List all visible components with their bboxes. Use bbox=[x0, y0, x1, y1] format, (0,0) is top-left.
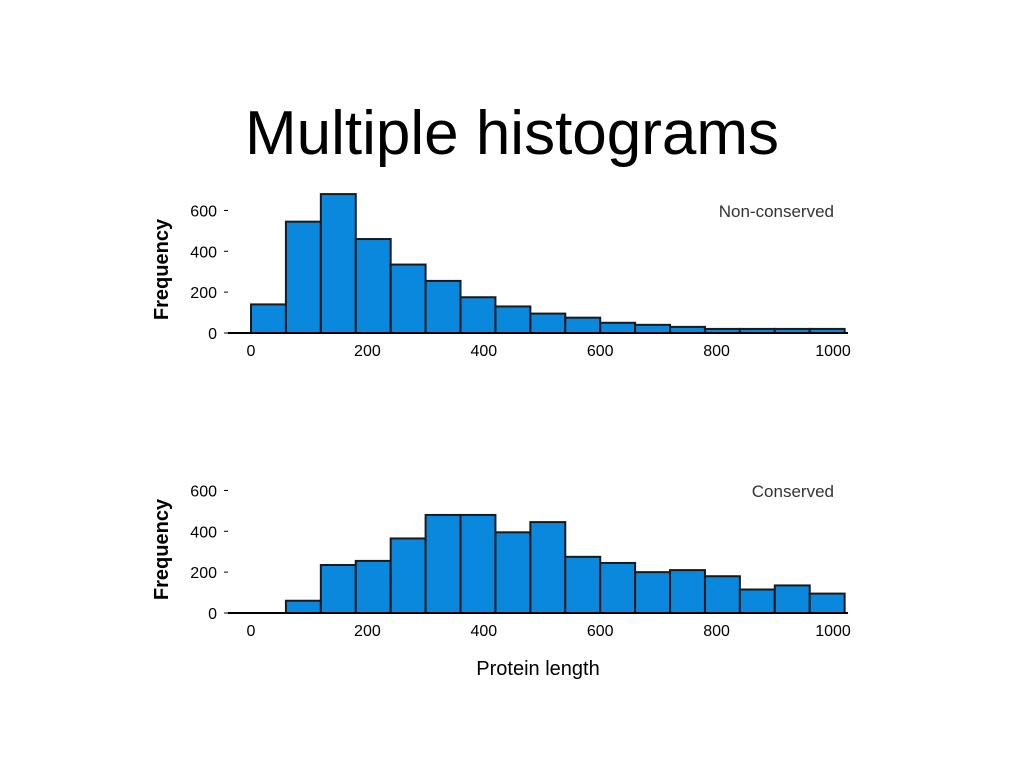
y-tick-label: 400 bbox=[190, 244, 217, 261]
histogram-bar bbox=[459, 296, 497, 334]
histogram-bar bbox=[564, 316, 602, 334]
histogram-bar bbox=[494, 531, 532, 614]
histogram-bar bbox=[599, 561, 637, 615]
histogram-bar bbox=[564, 555, 602, 614]
x-tick-label: 200 bbox=[354, 623, 381, 640]
y-axis-label: Frequency bbox=[151, 218, 173, 320]
histogram-bar bbox=[634, 571, 672, 615]
histogram-bar bbox=[738, 588, 776, 614]
x-tick-label: 800 bbox=[703, 623, 730, 640]
histogram-bar bbox=[808, 592, 846, 614]
histogram-bar bbox=[634, 323, 672, 335]
x-tick-label: 400 bbox=[470, 623, 497, 640]
histogram-bar bbox=[250, 303, 287, 334]
x-tick-label: 0 bbox=[247, 623, 256, 640]
histogram-bar bbox=[773, 584, 811, 615]
y-tick-label: 400 bbox=[190, 524, 217, 541]
panel-annotation: Conserved bbox=[752, 482, 834, 501]
panel-annotation: Non-conserved bbox=[719, 202, 834, 221]
y-axis-label: Frequency bbox=[151, 498, 173, 600]
histogram-bar bbox=[529, 312, 567, 335]
x-tick-label: 1000 bbox=[815, 623, 851, 640]
histogram-bar bbox=[354, 238, 392, 334]
histogram-bar bbox=[494, 305, 532, 335]
x-tick-label: 200 bbox=[354, 343, 381, 360]
histogram-bar bbox=[669, 569, 706, 614]
x-tick-label: 400 bbox=[470, 343, 497, 360]
histogram-bar bbox=[459, 513, 497, 615]
x-axis-label: Protein length bbox=[476, 658, 599, 680]
x-tick-label: 600 bbox=[587, 343, 614, 360]
histogram-bar bbox=[389, 537, 427, 615]
histogram-bar bbox=[529, 521, 567, 614]
histogram-bar bbox=[424, 513, 462, 615]
y-tick-label: 200 bbox=[190, 565, 217, 582]
histogram-bar bbox=[599, 321, 637, 334]
x-tick-label: 800 bbox=[703, 343, 730, 360]
x-tick-label: 0 bbox=[247, 343, 256, 360]
histogram-bar bbox=[319, 563, 357, 614]
histogram-bar bbox=[424, 279, 462, 334]
histogram-bar bbox=[703, 575, 741, 615]
histogram-bar bbox=[319, 193, 357, 334]
y-tick-label: 0 bbox=[208, 326, 217, 343]
slide-title: Multiple histograms bbox=[244, 99, 780, 168]
histogram-bar bbox=[354, 559, 392, 615]
histogram-bar bbox=[284, 220, 322, 335]
histogram-bar bbox=[284, 599, 322, 615]
y-tick-label: 600 bbox=[190, 203, 217, 220]
y-tick-label: 0 bbox=[208, 606, 217, 623]
histogram-bar bbox=[389, 263, 427, 335]
x-tick-label: 600 bbox=[587, 623, 614, 640]
x-tick-label: 1000 bbox=[815, 343, 851, 360]
y-tick-label: 200 bbox=[190, 285, 217, 302]
y-tick-label: 600 bbox=[190, 483, 217, 500]
